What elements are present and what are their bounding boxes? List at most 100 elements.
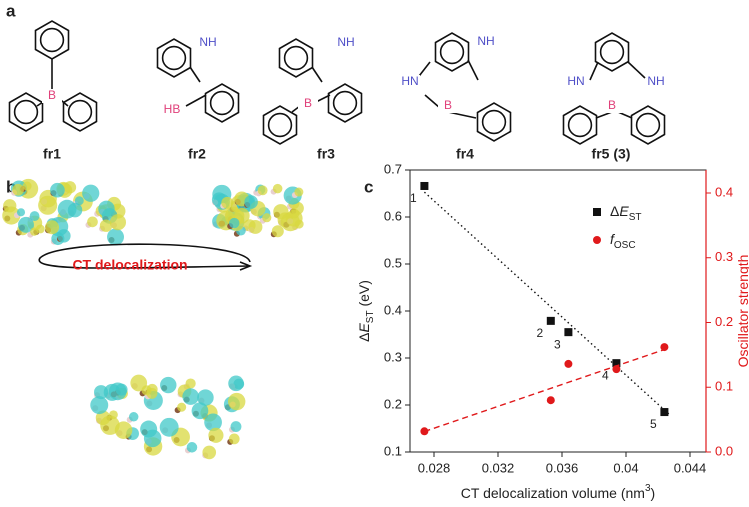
atom-bg [198, 36, 218, 50]
lobe [221, 196, 234, 209]
legend-marker [593, 208, 601, 216]
y2-tick-label: 0.2 [715, 314, 733, 329]
lobe [82, 184, 100, 202]
bond [627, 61, 646, 79]
orbital-images [2, 178, 304, 460]
lobe [140, 420, 158, 438]
point [612, 359, 621, 368]
lobe [294, 187, 304, 197]
point [660, 408, 669, 417]
lobe [159, 417, 179, 437]
lobe [128, 412, 139, 422]
atom-label: NH [337, 35, 354, 49]
lobe [107, 228, 125, 246]
atom-bg [336, 36, 356, 50]
arrow-head [239, 261, 253, 271]
atom-label: B [304, 96, 312, 110]
atom-bg [602, 99, 622, 113]
legend-label: ΔEST [610, 203, 641, 223]
lobe [100, 415, 120, 435]
lobe [2, 206, 21, 225]
ring-inner [209, 90, 235, 116]
bond [424, 94, 441, 109]
panel-label: a [6, 1, 16, 20]
ring-inner [439, 39, 465, 65]
y-tick-label: 0.6 [384, 208, 402, 223]
atom-label: NH [647, 74, 664, 88]
lobe [87, 216, 98, 228]
lobe [271, 225, 284, 238]
lobe [228, 433, 240, 445]
ring-inner [599, 39, 625, 65]
lobe [160, 376, 177, 394]
lobe [99, 219, 113, 232]
lobe [50, 182, 65, 198]
ring-inner [567, 112, 593, 138]
point [420, 181, 429, 190]
lobe [141, 385, 152, 396]
molecule-name: fr1 [43, 146, 61, 162]
lobe [177, 402, 187, 412]
lobe [90, 396, 109, 415]
text-part: Oscillator strength [735, 255, 749, 368]
panel-label: c [364, 177, 373, 196]
text-part: 3 [645, 483, 651, 494]
atom-bg [298, 97, 318, 111]
text-part: ST [629, 212, 642, 223]
y2-axis-label: Oscillator strength [735, 255, 749, 368]
y2-tick-label: 0.4 [715, 184, 733, 199]
lobe [29, 211, 40, 222]
lobe [22, 181, 32, 191]
lobe [285, 209, 303, 227]
arrow [38, 243, 251, 269]
lobe [18, 216, 34, 233]
ring [562, 105, 598, 145]
lobe [248, 219, 263, 234]
ring [434, 32, 470, 72]
x-tick-label: 0.036 [546, 460, 579, 475]
bond [189, 66, 201, 83]
atom-label: HN [567, 74, 584, 88]
lobe [262, 213, 272, 223]
y2-tick-label: 0.1 [715, 379, 733, 394]
point [546, 396, 555, 405]
point [420, 427, 429, 436]
ring [594, 32, 630, 72]
molecule-name: fr4 [456, 146, 474, 162]
y-tick-label: 0.1 [384, 443, 402, 458]
text-part: Δ [610, 203, 619, 219]
caption: CT delocalization [72, 257, 187, 273]
x-tick-label: 0.028 [418, 460, 451, 475]
lobe [186, 442, 198, 453]
lobe [57, 199, 77, 219]
x-tick-label: 0.044 [674, 460, 707, 475]
atom-bg [438, 99, 458, 113]
y-tick-label: 0.3 [384, 349, 402, 364]
ring [204, 83, 240, 123]
lobe [202, 445, 217, 460]
y-tick-label: 0.2 [384, 396, 402, 411]
point [564, 359, 573, 368]
chart: 0.028 0.032 0.036 0.04 0.0440.10.20.30.40.50… [356, 161, 749, 500]
ring-inner [161, 45, 187, 71]
y-axis-label: ΔEST (eV) [356, 280, 376, 342]
text-part: E [356, 323, 372, 333]
bond [467, 59, 479, 81]
x-axis-label: CT delocalization volume (nm3) [461, 483, 655, 501]
bond [185, 94, 207, 107]
lobe [191, 402, 209, 420]
ring [156, 38, 192, 78]
atom-bg [476, 35, 496, 49]
lobe [16, 208, 26, 217]
lobe [197, 389, 214, 406]
atom-bg [400, 75, 420, 89]
atom-bg [566, 75, 586, 89]
text-part: E [619, 203, 629, 219]
molecule-name: fr2 [188, 146, 206, 162]
point [612, 365, 621, 374]
x-tick-label: 0.032 [482, 460, 515, 475]
atom-label: NH [477, 34, 494, 48]
y2-tick-label: 0.0 [715, 443, 733, 458]
lobe [244, 195, 258, 209]
lobe [230, 421, 242, 433]
